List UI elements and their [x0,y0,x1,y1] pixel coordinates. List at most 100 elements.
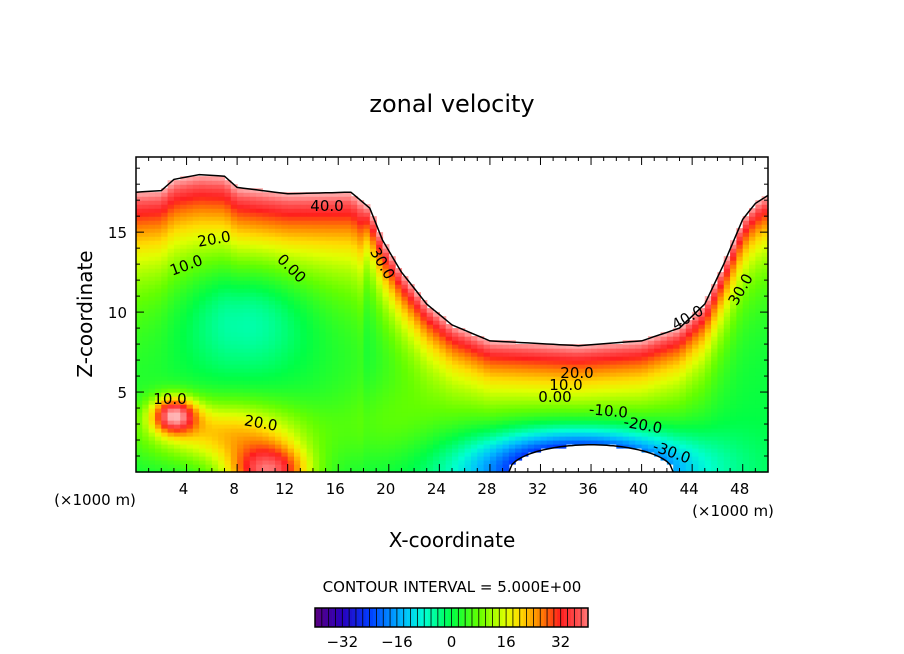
field-cell [192,256,200,261]
field-cell [319,388,327,393]
field-cell [161,312,169,317]
field-cell [205,196,213,201]
field-cell [256,308,263,313]
field-cell [723,392,731,397]
field-cell [262,456,270,461]
field-cell [420,412,428,417]
field-cell [312,328,320,333]
field-cell [515,348,523,353]
field-cell [603,376,611,381]
field-cell [287,316,295,321]
field-cell [256,424,263,429]
field-cell [230,252,238,257]
field-cell [395,280,403,285]
field-cell [312,416,320,421]
field-cell [136,236,143,241]
field-cell [426,408,434,413]
field-cell [281,316,289,321]
field-cell [502,368,510,373]
field-cell [692,340,700,345]
field-cell [300,452,308,457]
field-cell [306,276,314,281]
field-cell [489,412,497,417]
field-cell [679,408,687,413]
field-cell [268,276,276,281]
field-cell [192,400,200,405]
field-cell [755,424,763,429]
field-cell [199,308,207,313]
field-cell [211,228,219,233]
field-cell [312,376,320,381]
field-cell [344,416,352,421]
field-cell [211,376,219,381]
field-cell [736,332,744,337]
field-cell [142,316,150,321]
field-cell [527,400,535,405]
field-cell [167,300,175,305]
field-cell [540,440,548,445]
field-cell [148,204,156,209]
field-cell [357,288,365,293]
field-cell [148,220,156,225]
field-cell [262,332,270,337]
field-cell [578,344,586,349]
field-cell [470,340,478,345]
field-cell [142,376,150,381]
field-cell [502,448,510,453]
field-cell [344,236,352,241]
field-cell [142,256,150,261]
field-cell [736,452,744,457]
field-cell [192,252,200,257]
field-cell [180,328,188,333]
field-cell [717,444,725,449]
field-cell [578,348,586,353]
chart-title: zonal velocity [369,90,534,118]
field-cell [237,308,245,313]
field-cell [243,256,251,261]
field-cell [717,312,725,317]
field-cell [186,236,194,241]
field-cell [186,356,194,361]
field-cell [610,440,617,445]
field-cell [338,260,346,265]
field-cell [306,452,314,457]
field-cell [464,360,472,365]
field-cell [230,352,238,357]
field-cell [489,404,497,409]
field-cell [464,396,472,401]
field-cell [546,376,554,381]
field-cell [243,224,251,229]
field-cell [287,296,295,301]
field-cell [186,312,194,317]
field-cell [439,412,447,417]
field-cell [224,404,232,409]
field-cell [591,364,598,369]
field-cell [603,440,611,445]
field-cell [192,212,200,217]
field-cell [249,448,257,453]
field-cell [243,444,251,449]
field-cell [338,376,346,381]
field-cell [319,464,327,469]
field-cell [414,332,421,337]
field-cell [211,220,219,225]
field-cell [173,272,181,277]
field-cell [281,428,289,433]
field-cell [325,264,333,269]
field-cell [376,452,384,457]
field-cell [711,352,719,357]
field-cell [180,292,188,297]
field-cell [546,404,554,409]
field-cell [262,392,270,397]
field-cell [698,456,706,461]
field-cell [736,360,744,365]
field-cell [470,456,478,461]
field-cell [666,456,674,461]
field-cell [622,352,630,357]
field-cell [591,396,598,401]
field-cell [553,372,561,377]
field-cell [173,392,181,397]
field-cell [597,380,605,385]
field-cell [502,452,510,457]
field-cell [192,280,200,285]
